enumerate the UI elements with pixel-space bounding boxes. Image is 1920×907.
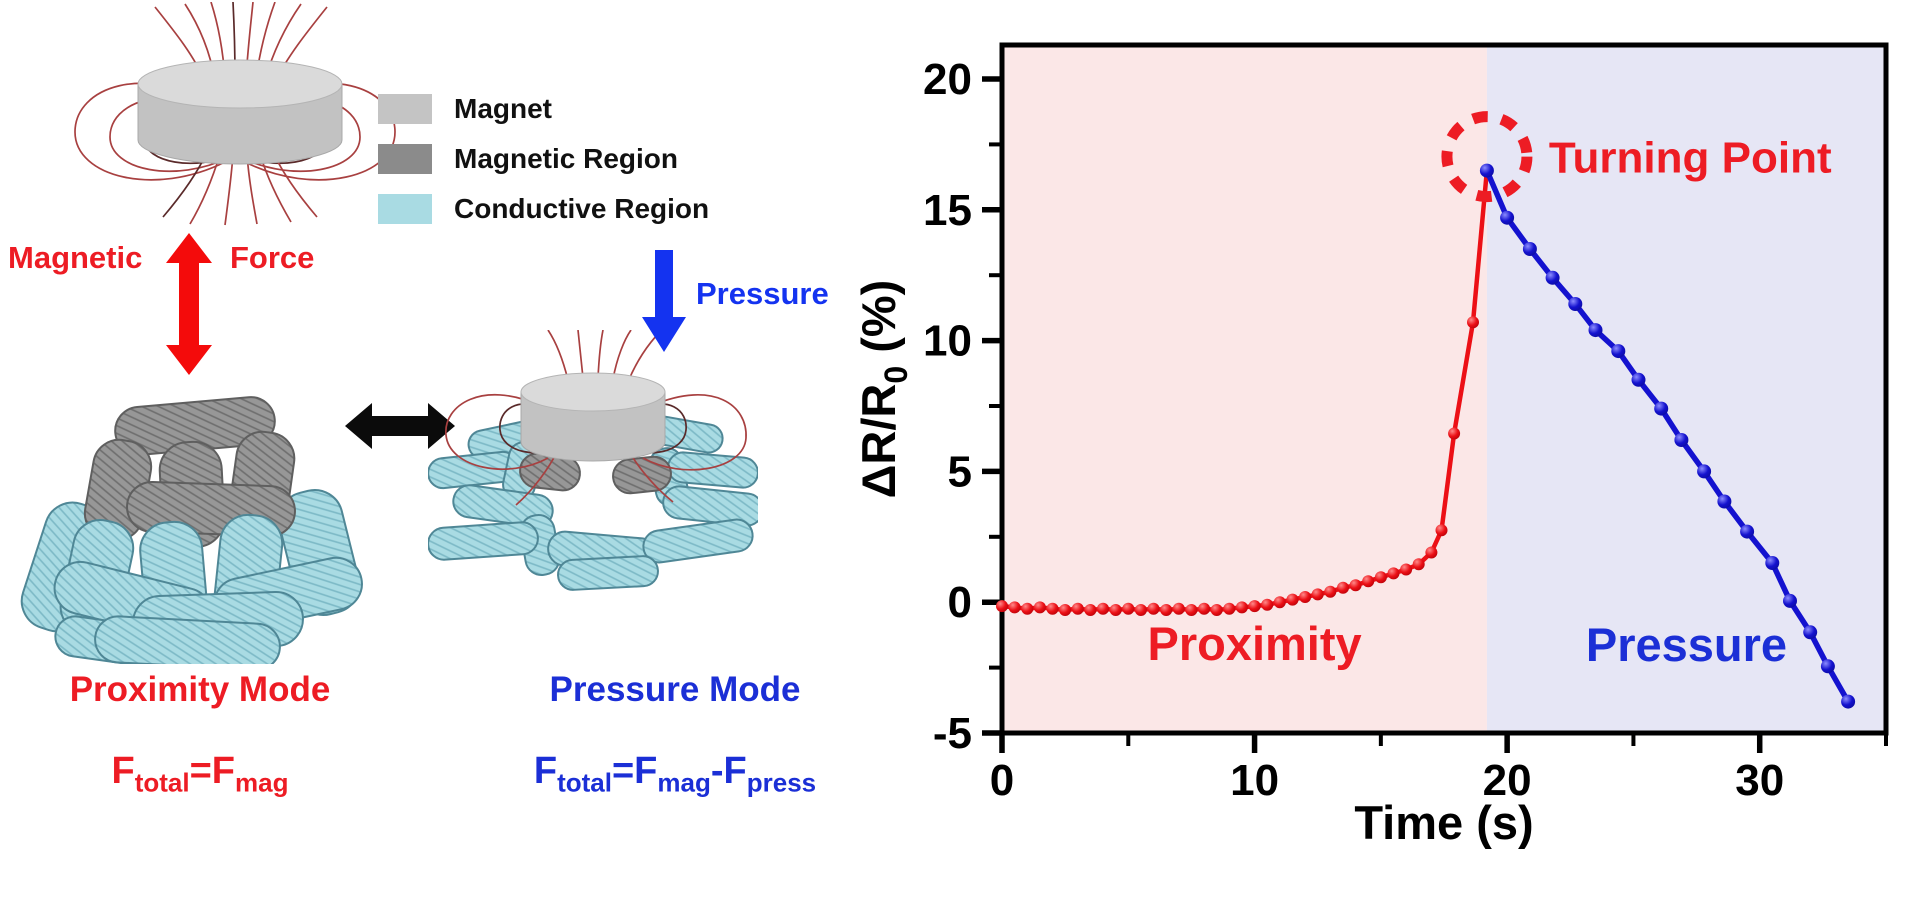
svg-text:10: 10 [923, 317, 972, 366]
legend-swatch-conductive-region [378, 194, 432, 224]
legend-label-magnet: Magnet [454, 93, 552, 124]
pressure-fabric-illustration [428, 330, 758, 591]
proximity-mode-title: Proximity Mode [69, 670, 331, 709]
legend-swatch-magnet [378, 94, 432, 124]
legend-item-conductive-region: Conductive Region [378, 184, 709, 234]
svg-text:20: 20 [1483, 756, 1532, 805]
svg-text:5: 5 [948, 447, 972, 496]
svg-text:15: 15 [923, 186, 972, 235]
svg-text:-5: -5 [933, 709, 972, 758]
svg-text:ΔR/R0 (%): ΔR/R0 (%) [852, 280, 914, 499]
pressure-arrow [642, 250, 686, 352]
svg-text:10: 10 [1230, 756, 1279, 805]
svg-text:Pressure: Pressure [1586, 618, 1787, 671]
pressure-mode-formula: Ftotal=Fmag-Fpress [533, 750, 817, 798]
legend-swatch-magnetic-region [378, 144, 432, 174]
svg-text:Turning Point: Turning Point [1549, 134, 1832, 183]
mode-exchange-arrow [345, 403, 455, 449]
legend-item-magnetic-region: Magnetic Region [378, 134, 709, 184]
svg-text:0: 0 [990, 756, 1014, 805]
legend-item-magnet: Magnet [378, 84, 709, 134]
svg-text:0: 0 [948, 578, 972, 627]
magnetic-force-arrow [166, 233, 212, 375]
legend-label-conductive-region: Conductive Region [454, 193, 710, 224]
svg-text:20: 20 [923, 55, 972, 104]
magnetic-force-label-left: Magnetic [8, 240, 143, 275]
svg-text:30: 30 [1735, 756, 1784, 805]
legend: Magnet Magnetic Region Conductive Region [378, 84, 709, 234]
magnet-field-illustration [74, 2, 396, 226]
svg-text:Proximity: Proximity [1147, 617, 1361, 670]
svg-text:Time (s): Time (s) [1354, 796, 1533, 849]
proximity-mode-formula: Ftotal=Fmag [111, 750, 289, 798]
pressure-arrow-label: Pressure [696, 276, 829, 311]
proximity-fabric-illustration [20, 396, 363, 664]
pressure-mode-title: Pressure Mode [549, 670, 801, 709]
legend-label-magnetic-region: Magnetic Region [454, 143, 679, 174]
magnetic-force-label-right: Force [230, 240, 315, 275]
